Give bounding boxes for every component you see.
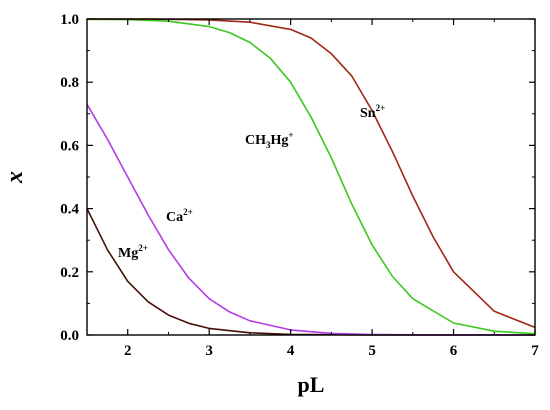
- series-line-0: [86, 208, 535, 336]
- series-label-2: CH3Hg+: [245, 130, 294, 150]
- series-line-3: [87, 18, 536, 329]
- series-line-2: [86, 18, 536, 335]
- series-lines: [86, 18, 536, 336]
- plot-frame: [86, 18, 536, 336]
- x-tick-label: 2: [124, 343, 132, 359]
- plot-border: [86, 18, 536, 336]
- x-tick-label: 7: [531, 343, 539, 359]
- series-label-0: Mg2+: [118, 243, 148, 261]
- x-tick-label: 3: [205, 343, 213, 359]
- series-line-1: [86, 103, 536, 336]
- series-label-3: Sn2+: [360, 103, 385, 121]
- series-label-1: Ca2+: [166, 207, 193, 225]
- x-tick-label: 6: [450, 343, 458, 359]
- y-tick-label: 0.8: [60, 75, 79, 91]
- y-tick-label: 0.6: [60, 138, 79, 154]
- y-tick-label: 1.0: [60, 12, 79, 28]
- axis-ticks: 2 3 4 5 6 7 0.0 0.2 0.4 0.6 0.8 1.0: [60, 12, 539, 359]
- x-tick-label: 4: [287, 343, 295, 359]
- series-labels: Mg2+ Ca2+ CH3Hg+ Sn2+: [118, 103, 385, 261]
- y-axis-title: x: [2, 171, 28, 184]
- y-tick-label: 0.0: [60, 328, 79, 344]
- x-axis-title: pL: [298, 372, 325, 397]
- y-tick-label: 0.4: [60, 202, 79, 218]
- x-tick-label: 5: [368, 343, 376, 359]
- y-tick-label: 0.2: [60, 265, 79, 281]
